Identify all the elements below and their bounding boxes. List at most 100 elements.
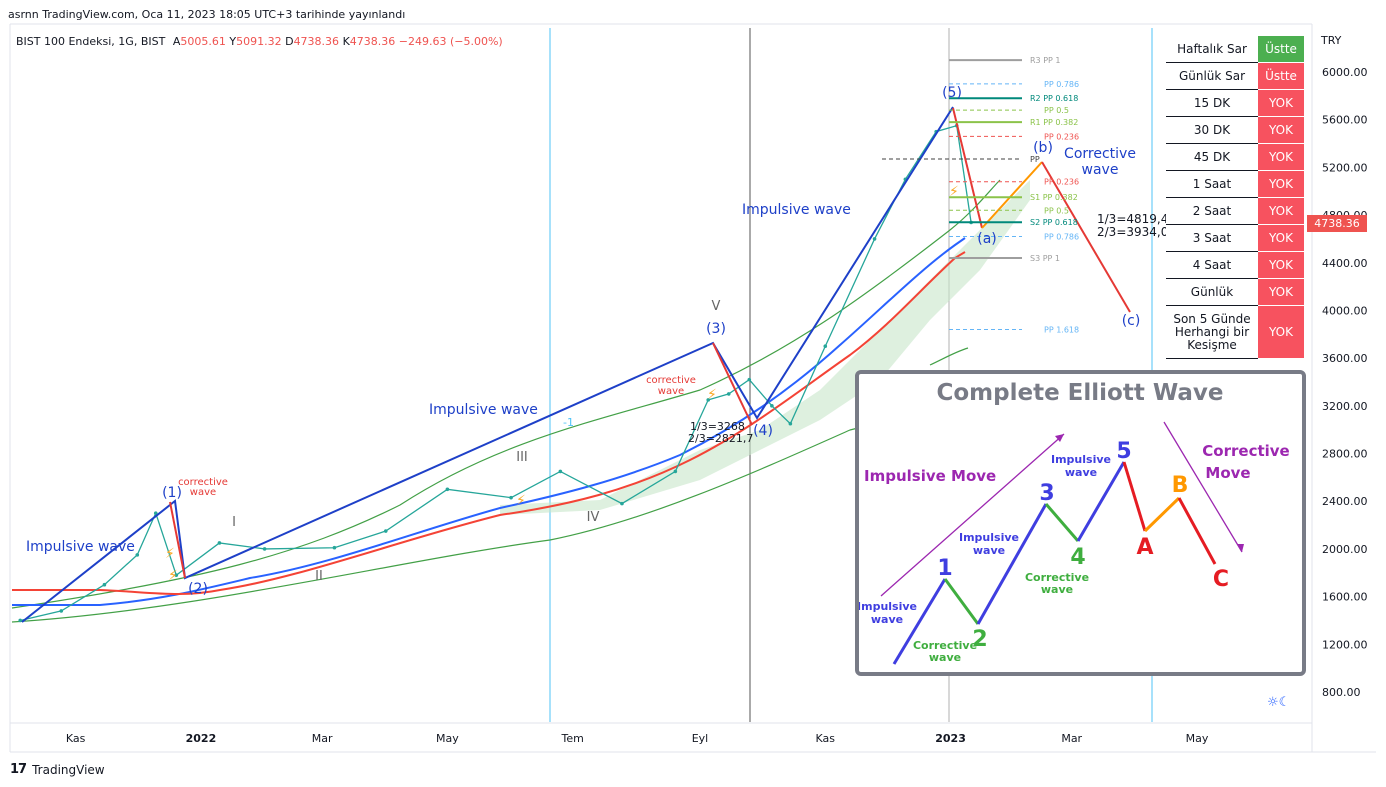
- impulsive-wave-label-2: Impulsive wave: [429, 402, 538, 418]
- price-point: [153, 511, 158, 515]
- y-tick-label: 2400.00: [1322, 495, 1368, 508]
- mtf-state: YOK: [1257, 305, 1305, 359]
- mtf-timeframe: 30 DK: [1166, 116, 1258, 144]
- mtf-row: 45 DK YOK: [1166, 143, 1305, 171]
- mtf-state: Üstte: [1257, 62, 1305, 90]
- roman-3-label: III: [516, 450, 528, 465]
- ema-blue: [12, 237, 966, 606]
- mtf-state: YOK: [1257, 143, 1305, 171]
- inset-point-2: 2: [972, 627, 987, 652]
- low-label: D: [285, 35, 294, 48]
- wave-c-label: (c): [1122, 313, 1141, 329]
- fib-top-2: 2/3=3934,0: [1097, 225, 1168, 239]
- corrective-wave-small-1: corrective wave: [178, 477, 228, 498]
- inset-point-3: 3: [1039, 481, 1054, 506]
- footer-brand-text: TradingView: [32, 762, 105, 777]
- price-point: [620, 501, 624, 506]
- mtf-timeframe: 1 Saat: [1166, 170, 1258, 198]
- roman-4-label: IV: [587, 510, 600, 525]
- pivot-label: PP: [1030, 155, 1040, 164]
- pivot-label: PP 0.5: [1044, 106, 1069, 115]
- pivot-label: PP 0.786: [1044, 80, 1079, 89]
- fib-mid-2: 2/3=2821,7: [688, 432, 753, 445]
- inset-point-5: 5: [1116, 439, 1131, 464]
- price-axis[interactable]: 6000.005600.005200.004800.004400.004000.…: [1322, 66, 1368, 699]
- pivot-label: R1 PP 0.382: [1030, 118, 1078, 127]
- y-tick-label: 4400.00: [1322, 257, 1368, 270]
- price-point: [445, 487, 450, 492]
- pivot-label: S3 PP 1: [1030, 254, 1060, 263]
- x-tick-label: Kas: [816, 732, 836, 745]
- impulsive-wave-label-3: Impulsive wave: [742, 202, 851, 218]
- theme-toggle-icon[interactable]: ☼☾: [1267, 695, 1290, 710]
- inset-point-1: 1: [937, 556, 952, 581]
- inset-wave-0-1: [892, 578, 947, 665]
- arrowhead-icon: [1055, 434, 1064, 442]
- corrective-a-b: [981, 161, 1043, 229]
- mtf-state: YOK: [1257, 224, 1305, 252]
- green-band-stub: [929, 347, 969, 366]
- price-point: [726, 392, 731, 396]
- wave-2-label: (2): [188, 581, 208, 597]
- x-tick-label: Kas: [66, 732, 86, 745]
- footer-brand[interactable]: 17 TradingView: [10, 762, 105, 777]
- pivot-label: PP 0.786: [1044, 233, 1079, 242]
- corrective-3-4: [712, 342, 753, 426]
- fib-top-1: 1/3=4819,4: [1097, 212, 1168, 226]
- green-band-lower: [11, 424, 871, 623]
- mtf-row: 1 Saat YOK: [1166, 170, 1305, 198]
- close-label: K: [342, 35, 350, 48]
- lightning-icon: ⚡: [707, 387, 717, 403]
- mtf-timeframe: 4 Saat: [1166, 251, 1258, 279]
- pivot-label: R3 PP 1: [1030, 56, 1060, 65]
- symbol-info: BIST 100 Endeksi, 1G, BIST A5005.61 Y509…: [16, 35, 503, 48]
- inset-corrective-move: Corrective Move: [1202, 442, 1289, 482]
- last-price-tag: 4738.36: [1307, 215, 1367, 232]
- publisher-line: asrnn TradingView.com, Oca 11, 2023 18:0…: [8, 8, 406, 21]
- mtf-row: 2 Saat YOK: [1166, 197, 1305, 225]
- currency-label: TRY: [1321, 34, 1342, 47]
- y-tick-label: 3200.00: [1322, 400, 1368, 413]
- mtf-row: 3 Saat YOK: [1166, 224, 1305, 252]
- y-tick-label: 800.00: [1322, 686, 1361, 699]
- inset-corrective-wave-2: Corrective wave: [1025, 571, 1089, 596]
- mtf-state: YOK: [1257, 170, 1305, 198]
- price-point: [262, 547, 267, 551]
- roman-1-label: I: [232, 515, 236, 530]
- x-tick-label: 2023: [935, 732, 966, 745]
- wave-b-label: (b): [1033, 140, 1053, 156]
- inset-point-4: 4: [1070, 545, 1085, 570]
- wave-3-label: (3): [706, 321, 726, 337]
- mtf-state: YOK: [1257, 89, 1305, 117]
- symbol-name[interactable]: BIST 100 Endeksi, 1G, BIST: [16, 35, 166, 48]
- price-point: [18, 618, 23, 623]
- corrective-wave-big: Corrective wave: [1064, 146, 1136, 178]
- fib-mid-1: 1/3=3268: [690, 420, 745, 433]
- y-tick-label: 5600.00: [1322, 114, 1368, 127]
- corrective-b-c: [1041, 161, 1131, 313]
- y-tick-label: 5200.00: [1322, 161, 1368, 174]
- price-point: [770, 404, 774, 408]
- tradingview-logo-icon: 17: [10, 762, 27, 777]
- price-series-line: [20, 124, 972, 622]
- mtf-row: 15 DK YOK: [1166, 89, 1305, 117]
- y-tick-label: 2800.00: [1322, 448, 1368, 461]
- inset-wave-5-a: [1122, 461, 1147, 532]
- corrective-wave-small-2: corrective wave: [646, 375, 696, 397]
- price-point: [509, 495, 513, 500]
- wave-4-label: (4): [753, 423, 773, 439]
- y-tick-label: 3600.00: [1322, 352, 1368, 365]
- arrowhead-icon: [1237, 544, 1244, 552]
- mtf-row: 4 Saat YOK: [1166, 251, 1305, 279]
- price-point: [174, 573, 179, 577]
- impulsive-wave-label-1: Impulsive wave: [26, 539, 135, 555]
- mtf-row: Haftalık Sar Üstte: [1166, 35, 1305, 63]
- lightning-icon: ⚡: [949, 184, 959, 200]
- inset-impulsive-move: Impulsive Move: [864, 467, 996, 485]
- price-point: [823, 344, 828, 349]
- price-point: [788, 421, 793, 426]
- time-axis[interactable]: Kas 2022 Mar May Tem Eyl Kas 2023 Mar May: [66, 732, 1209, 745]
- x-tick-label: May: [1186, 732, 1209, 745]
- y-tick-label: 6000.00: [1322, 66, 1368, 79]
